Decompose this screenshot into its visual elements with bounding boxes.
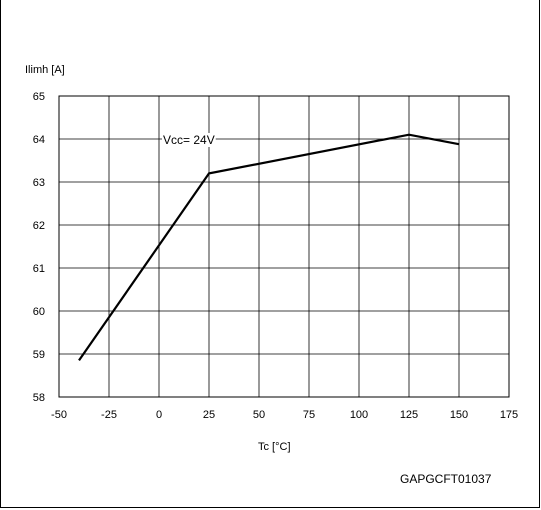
y-tick-label: 58 — [33, 392, 45, 404]
y-tick-label: 63 — [33, 177, 45, 189]
y-tick-label: 62 — [33, 220, 45, 232]
series-label-background — [162, 133, 216, 147]
y-tick-label: 60 — [33, 306, 45, 318]
y-tick-label: 65 — [33, 91, 45, 103]
tick-labels: -50 -25 0 25 50 75 100 125 150 175 58 59 60 61 62 63 64 6… — [33, 91, 518, 421]
x-tick-label: -25 — [101, 409, 117, 421]
series-line — [78, 133, 460, 362]
x-tick-label: 75 — [303, 409, 315, 421]
x-tick-label: 125 — [400, 409, 418, 421]
x-tick-label: 25 — [203, 409, 215, 421]
x-tick-label: -50 — [51, 409, 67, 421]
figure-code: GAPGCFT01037 — [400, 472, 492, 486]
series-label: Vcc= 24V — [163, 133, 215, 147]
x-tick-label: 50 — [253, 409, 265, 421]
plot-area — [58, 95, 510, 398]
x-tick-label: 0 — [156, 409, 162, 421]
y-tick-label: 59 — [33, 349, 45, 361]
x-axis-label: Tc [°C] — [258, 441, 291, 453]
x-tick-label: 150 — [450, 409, 468, 421]
x-tick-label: 100 — [350, 409, 368, 421]
y-axis-label: Ilimh [A] — [25, 64, 65, 76]
x-tick-label: 175 — [500, 409, 518, 421]
y-tick-label: 64 — [33, 134, 45, 146]
y-tick-label: 61 — [33, 263, 45, 275]
